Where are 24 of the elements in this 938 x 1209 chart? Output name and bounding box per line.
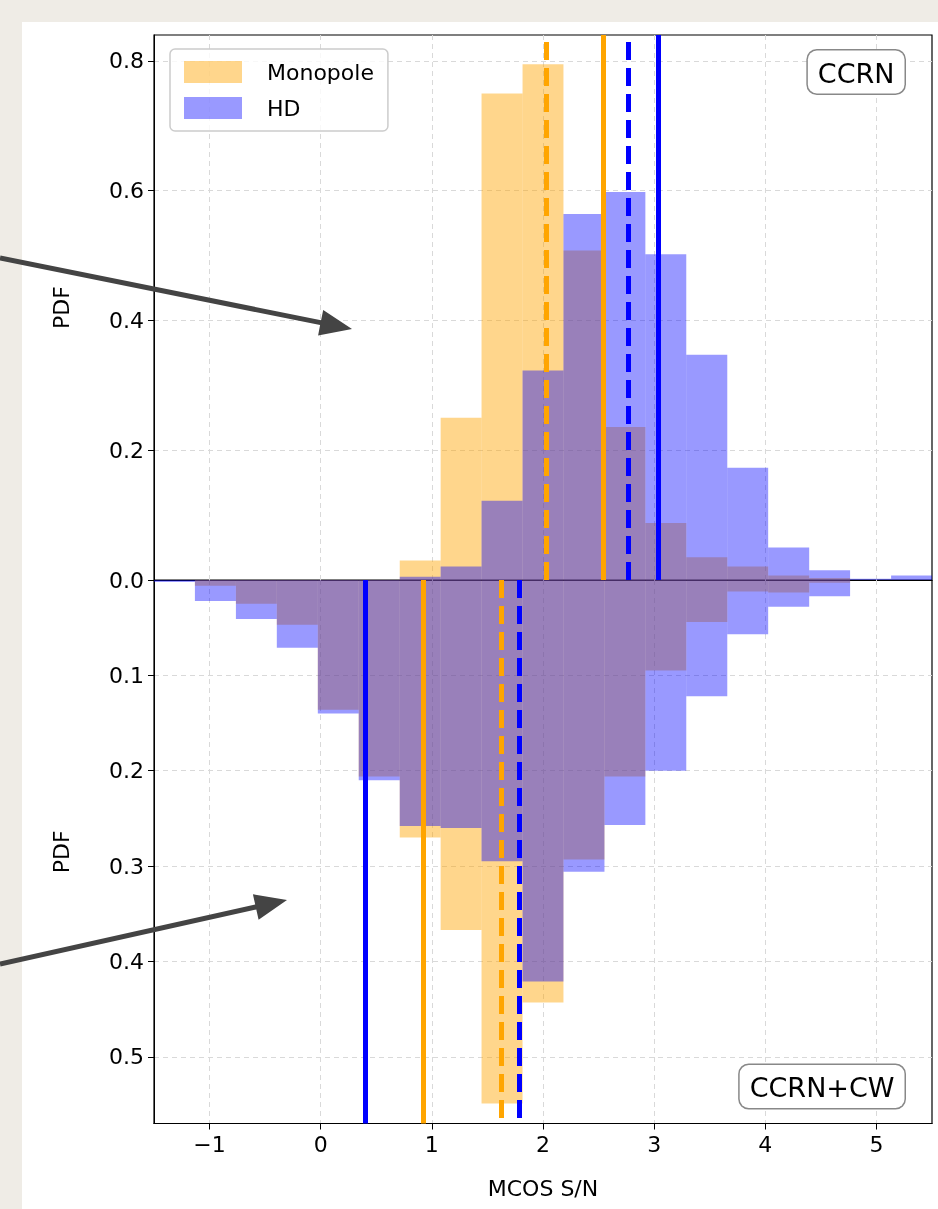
- x-axis-title: MCOS S/N: [487, 1176, 599, 1201]
- y-tick-label: 0.1: [109, 662, 144, 688]
- x-tick-label: 5: [869, 1132, 884, 1157]
- y-tick-label: 0.4: [109, 307, 144, 333]
- x-tick-label: 4: [758, 1132, 773, 1157]
- legend-label: Monopole: [267, 59, 374, 85]
- y-tick-label: 0.2: [109, 437, 144, 463]
- legend-label: HD: [267, 95, 301, 121]
- y-tick-label: 0.3: [109, 853, 144, 879]
- x-tick-label: 2: [536, 1132, 550, 1157]
- y-tick-label: 0.8: [109, 48, 144, 74]
- y-tick-label: 0.2: [109, 758, 144, 784]
- x-tick-label: 1: [424, 1132, 439, 1157]
- annotation: CCRN+CW: [749, 1072, 895, 1103]
- x-tick-label: 3: [647, 1132, 662, 1157]
- x-tick-label: −1: [193, 1132, 226, 1157]
- x-tick-label: 0: [313, 1132, 328, 1157]
- annotation: CCRN: [817, 57, 895, 89]
- y-tick-label: 0.5: [109, 1044, 144, 1070]
- y-tick-label: 0.6: [109, 178, 144, 204]
- y-tick-label: 0.4: [109, 948, 144, 974]
- y-axis-title: PDF: [48, 286, 74, 329]
- y-tick-label: 0.0: [109, 567, 144, 593]
- y-axis-title: PDF: [48, 830, 74, 874]
